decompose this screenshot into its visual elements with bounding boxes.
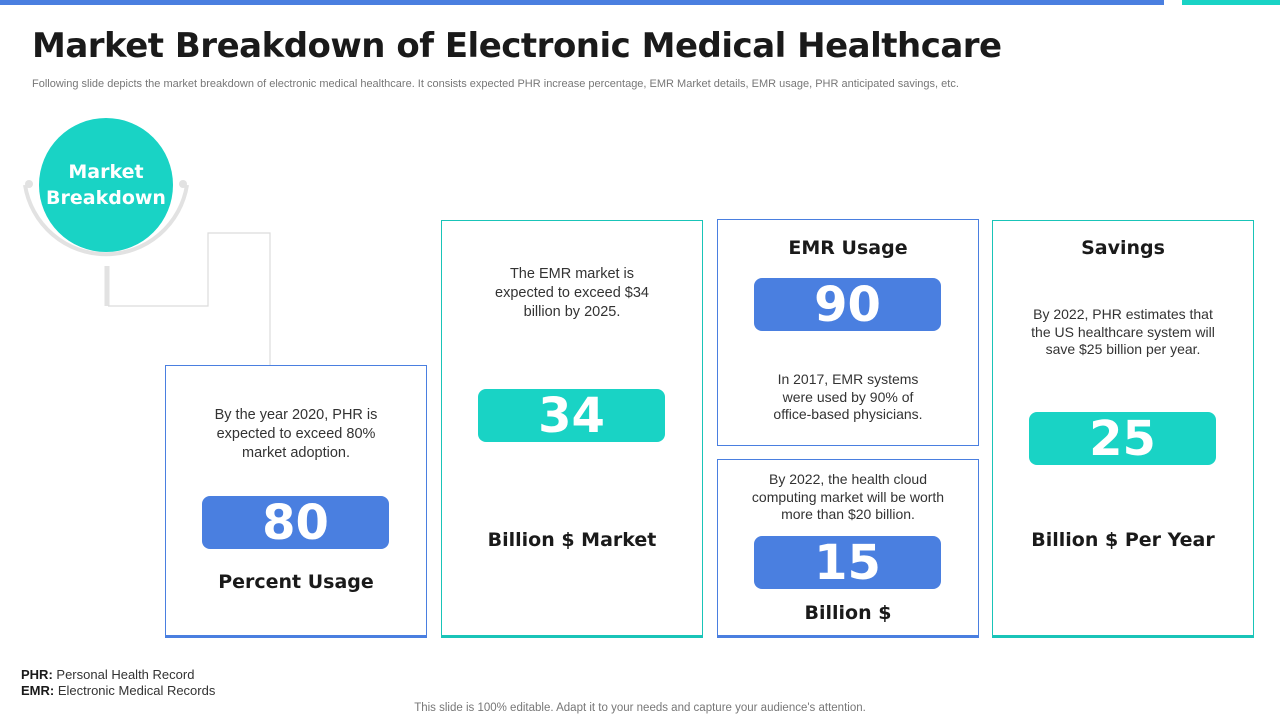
- hub-connector-line: [108, 232, 271, 366]
- hub-connector-graphic: [23, 180, 271, 366]
- health-cloud-description: By 2022, the health cloud computing mark…: [751, 471, 945, 522]
- footnote-emr-abbr: EMR:: [21, 683, 55, 698]
- editable-note: This slide is 100% editable. Adapt it to…: [414, 702, 866, 714]
- top-accent-bar-blue: [0, 0, 1164, 5]
- hub-stand-right-knob: [179, 180, 187, 188]
- emr-usage-heading: EMR Usage: [788, 237, 908, 259]
- emr-market-label: Billion $ Market: [487, 529, 657, 551]
- percent-usage-value: 80: [202, 495, 389, 551]
- top-accent-bar-teal: [1182, 0, 1280, 5]
- savings-heading: Savings: [1081, 237, 1165, 259]
- footnote-emr: EMR: Electronic Medical Records: [21, 683, 215, 698]
- page-title: Market Breakdown of Electronic Medical H…: [32, 26, 1002, 66]
- footnote-phr-text: Personal Health Record: [56, 667, 195, 682]
- emr-market-description: The EMR market is expected to exceed $34…: [495, 266, 649, 320]
- percent-usage-card: By the year 2020, PHR is expected to exc…: [165, 365, 427, 638]
- footnote-phr: PHR: Personal Health Record: [21, 667, 194, 682]
- hub-stand-arc: [23, 184, 189, 257]
- percent-usage-description: By the year 2020, PHR is expected to exc…: [214, 407, 378, 461]
- emr-market-card: The EMR market is expected to exceed $34…: [441, 220, 703, 638]
- savings-label: Billion $ Per Year: [1031, 529, 1215, 551]
- page-subtitle: Following slide depicts the market break…: [32, 78, 959, 90]
- percent-usage-label: Percent Usage: [218, 571, 374, 593]
- emr-usage-value: 90: [754, 277, 941, 333]
- emr-usage-description: In 2017, EMR systems were used by 90% of…: [773, 371, 923, 422]
- market-breakdown-hub: Market Breakdown: [39, 118, 173, 252]
- footnote-emr-text: Electronic Medical Records: [57, 683, 216, 698]
- footnote-phr-abbr: PHR:: [21, 667, 53, 682]
- savings-description: By 2022, PHR estimates that the US healt…: [1031, 306, 1215, 357]
- health-cloud-label: Billion $: [804, 602, 892, 624]
- health-cloud-value: 15: [754, 535, 941, 591]
- savings-value: 25: [1029, 411, 1216, 467]
- emr-usage-card: EMR Usage 90 In 2017, EMR systems were u…: [717, 219, 979, 446]
- emr-market-value: 34: [478, 388, 665, 444]
- savings-card: Savings By 2022, PHR estimates that the …: [992, 220, 1254, 638]
- health-cloud-card: By 2022, the health cloud computing mark…: [717, 459, 979, 638]
- hub-stand-left-knob: [25, 180, 33, 188]
